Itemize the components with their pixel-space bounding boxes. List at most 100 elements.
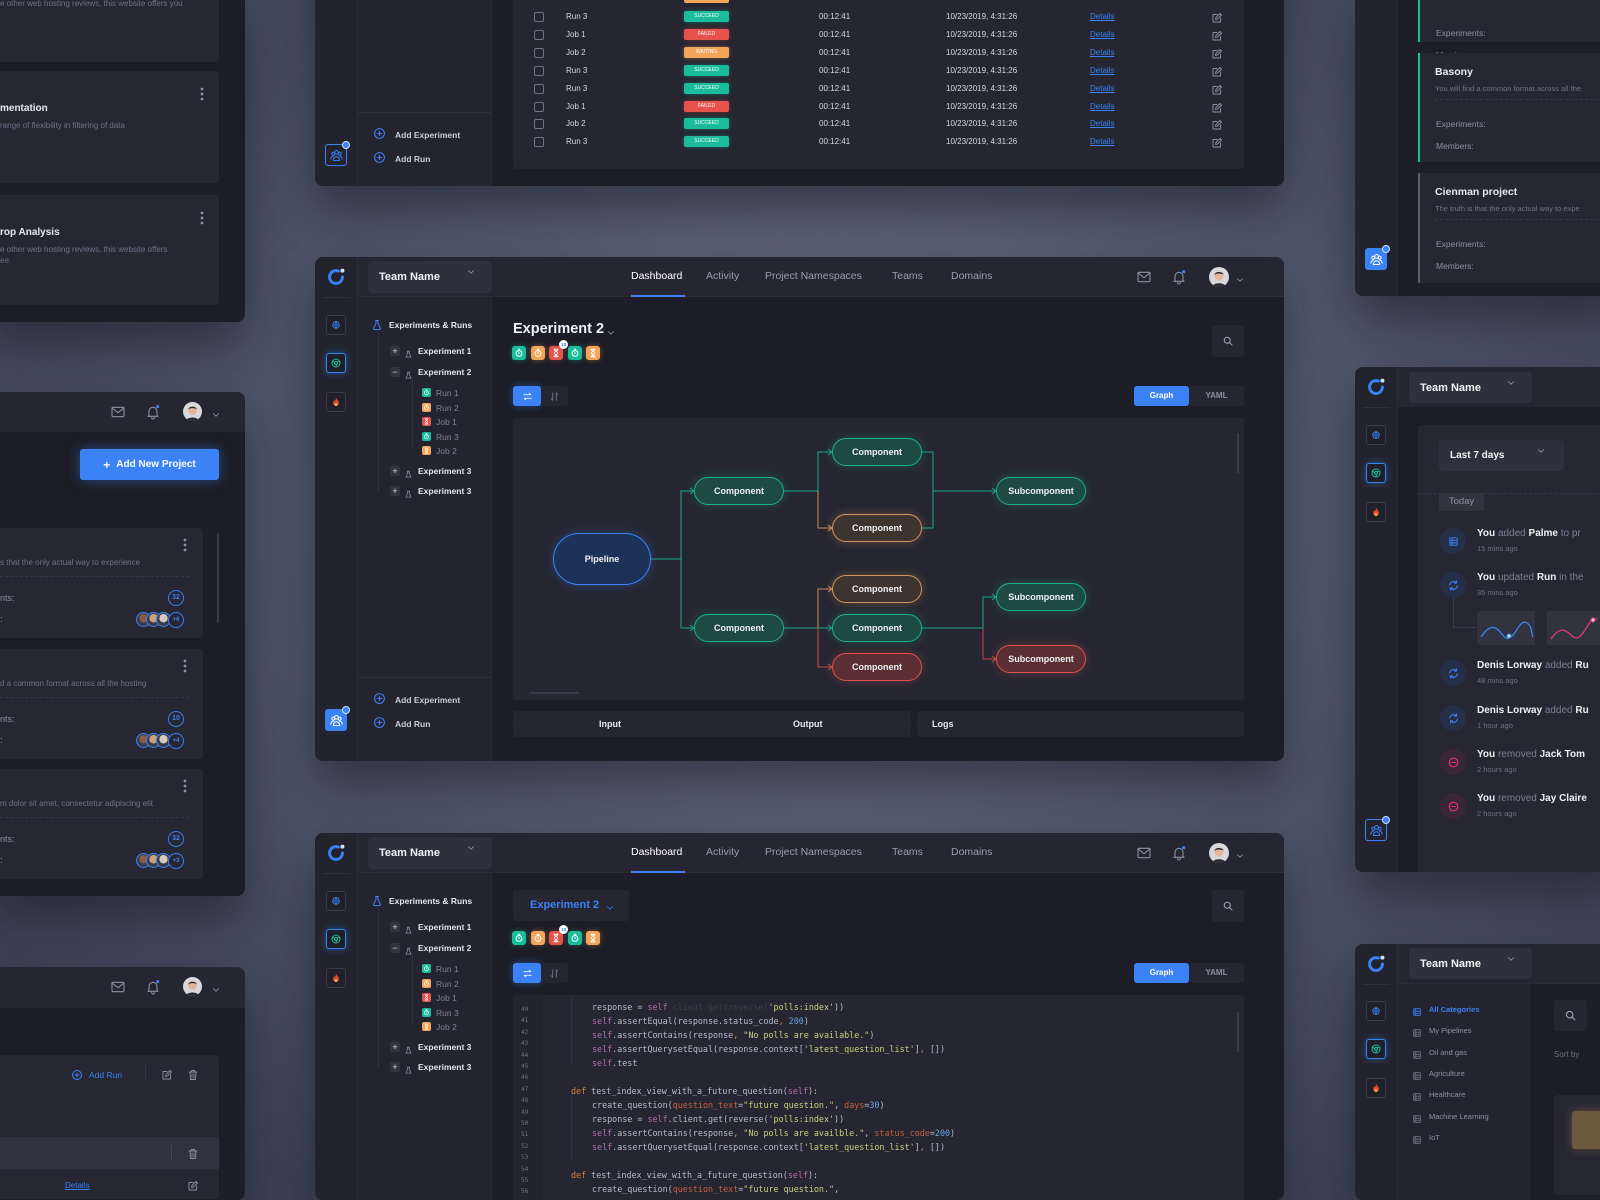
activity-actor[interactable]: You [1477, 572, 1496, 583]
project-card[interactable]: rop Analysis e other web hosting reviews,… [0, 195, 219, 305]
team-card[interactable]: Basony You will find a common format acro… [1418, 53, 1600, 162]
view-tab-yaml[interactable]: YAML [1189, 386, 1244, 406]
details-link[interactable]: Details [1090, 12, 1115, 21]
code-line[interactable]: response = self.client.get(reverse('poll… [592, 1114, 844, 1128]
view-tab-graph[interactable]: Graph [1134, 386, 1189, 406]
graph-node-pipeline[interactable]: Pipeline [553, 533, 651, 585]
tree-run-item[interactable]: Run 2 [436, 402, 459, 413]
edit-icon[interactable] [1211, 47, 1223, 65]
activity-object[interactable]: Jack Tom [1539, 749, 1586, 760]
row-checkbox[interactable] [534, 47, 544, 58]
status-icon-waiting[interactable] [586, 346, 601, 360]
tree-run-item[interactable]: Run 3 [436, 1007, 459, 1018]
table-row[interactable]: Job 2 SUCCEED 00:12:41 10/23/2019, 4:31:26 D… [513, 118, 1244, 132]
edit-icon[interactable] [1211, 11, 1223, 29]
tree-expand-toggle[interactable]: + [390, 466, 400, 476]
tree-expand-toggle[interactable]: + [390, 1042, 400, 1052]
kebab-menu-icon[interactable] [183, 538, 187, 557]
extra-members-badge[interactable]: +3 [168, 853, 184, 869]
view-tab-graph[interactable]: Graph [1134, 963, 1189, 983]
tree-experiment-item[interactable]: Experiment 3 [418, 1042, 472, 1052]
code-line[interactable]: self.assertEqual(response.status_code, 2… [592, 1016, 809, 1030]
rail-button-fire[interactable] [326, 392, 346, 412]
team-button[interactable] [325, 141, 350, 166]
rail-button-globe[interactable] [1366, 425, 1386, 445]
row-checkbox[interactable] [534, 29, 544, 40]
tree-run-item[interactable]: Job 2 [436, 446, 457, 456]
graph-node-subcomponent[interactable]: Subcomponent [996, 583, 1086, 611]
details-link[interactable]: Details [1090, 83, 1115, 93]
code-line[interactable]: self.test [592, 1058, 637, 1072]
user-avatar[interactable] [1209, 843, 1229, 863]
date-range-dropdown[interactable]: Last 7 days [1439, 440, 1564, 471]
category-item[interactable]: Agriculture [1429, 1068, 1465, 1078]
view-tab-yaml[interactable]: YAML [1189, 963, 1244, 983]
edit-icon[interactable] [161, 1068, 173, 1086]
chevron-down-icon[interactable] [211, 407, 221, 425]
tree-run-item[interactable]: Job 2 [436, 1022, 457, 1032]
code-line[interactable]: create_question(question_text="future qu… [592, 1100, 885, 1114]
category-item[interactable]: Healthcare [1429, 1090, 1466, 1100]
tree-run-item[interactable]: Run 1 [436, 964, 459, 974]
team-name-dropdown[interactable]: Team Name [368, 261, 492, 293]
activity-object[interactable]: Ru [1575, 660, 1589, 671]
tree-experiment-item[interactable]: Experiment 3 [418, 466, 472, 476]
code-line[interactable]: self.assertQuerysetEqual(response.contex… [592, 1044, 945, 1058]
nav-tab-activity[interactable]: Activity [706, 846, 740, 858]
tree-experiment-item[interactable]: Experiment 3 [418, 1062, 472, 1072]
team-button[interactable] [1365, 245, 1390, 270]
search-button[interactable] [1554, 1000, 1587, 1031]
graph-node-component[interactable]: Component [832, 438, 922, 466]
scrollbar[interactable] [217, 533, 219, 623]
add-run-link[interactable]: Add Run [89, 1070, 123, 1080]
tree-expand-toggle[interactable]: + [390, 1062, 400, 1072]
table-row[interactable]: Job 1 FAILED 00:12:41 10/23/2019, 4:31:26 De… [513, 28, 1244, 43]
nav-tab-project-namespaces[interactable]: Project Namespaces [765, 846, 862, 858]
add-experiment-link[interactable]: Add Experiment [395, 695, 461, 705]
edit-icon[interactable] [1211, 29, 1223, 47]
status-icon-succeed[interactable] [512, 931, 526, 945]
add-run-link[interactable]: Add Run [395, 154, 431, 164]
activity-actor[interactable]: You [1477, 749, 1496, 760]
rail-button-globe[interactable] [326, 315, 346, 335]
tree-run-item[interactable]: Run 2 [436, 978, 459, 989]
code-line[interactable]: self.assertContains(response, "No polls … [592, 1030, 874, 1044]
rail-button-fire[interactable] [1366, 1078, 1386, 1098]
details-link[interactable]: Details [1090, 119, 1115, 129]
sparkline-card[interactable] [1547, 611, 1600, 645]
plus-circle-icon[interactable] [373, 716, 386, 734]
layout-horizontal-toggle[interactable] [513, 963, 541, 983]
team-name-dropdown[interactable]: Team Name [1409, 372, 1532, 403]
rail-button-globe[interactable] [326, 891, 346, 911]
graph-node-component[interactable]: Component [832, 614, 922, 642]
activity-object[interactable]: Run [1536, 572, 1557, 583]
bell-icon[interactable] [145, 979, 161, 1000]
tree-expand-toggle[interactable]: − [390, 367, 400, 377]
tree-expand-toggle[interactable]: + [390, 486, 400, 496]
details-link[interactable]: Details [1090, 65, 1115, 75]
graph-scrollbar-vertical[interactable] [1237, 433, 1239, 473]
trash-icon[interactable] [187, 1147, 199, 1165]
table-row[interactable]: Run 3 SUCCEED 00:12:41 10/23/2019, 4:31:26 D… [513, 82, 1244, 97]
kebab-menu-icon[interactable] [200, 87, 204, 106]
table-row[interactable]: Job 1 FAILED 00:12:41 10/23/2019, 4:31:26 De… [513, 100, 1244, 115]
team-button[interactable] [1365, 816, 1390, 841]
team-name-dropdown[interactable]: Team Name [368, 837, 492, 869]
chevron-down-icon[interactable] [211, 982, 221, 1000]
status-icon-succeed[interactable] [567, 931, 582, 945]
project-card[interactable]: e other web hosting reviews, this websit… [0, 0, 219, 62]
bell-icon[interactable] [1171, 845, 1187, 866]
tree-run-item[interactable]: Run 1 [436, 388, 459, 398]
table-row[interactable]: Job 2 WAITING 00:12:41 10/23/2019, 4:31:26 D… [513, 46, 1244, 61]
team-button[interactable] [325, 706, 350, 731]
mail-icon[interactable] [110, 979, 126, 1000]
mail-icon[interactable] [110, 404, 126, 425]
rail-button-pipelines[interactable] [1366, 1039, 1386, 1059]
nav-tab-dashboard[interactable]: Dashboard [631, 270, 683, 282]
chevron-down-icon[interactable] [606, 325, 616, 343]
nav-tab-domains[interactable]: Domains [951, 270, 993, 282]
tree-run-item[interactable]: Run 3 [436, 431, 459, 442]
edit-icon[interactable] [1211, 65, 1223, 83]
table-row[interactable]: Run 3 SUCCEED 00:12:41 10/23/2019, 4:31:26 D… [513, 64, 1244, 79]
project-card[interactable]: m dolor sit amet, consectetur adipiscing… [0, 769, 203, 879]
